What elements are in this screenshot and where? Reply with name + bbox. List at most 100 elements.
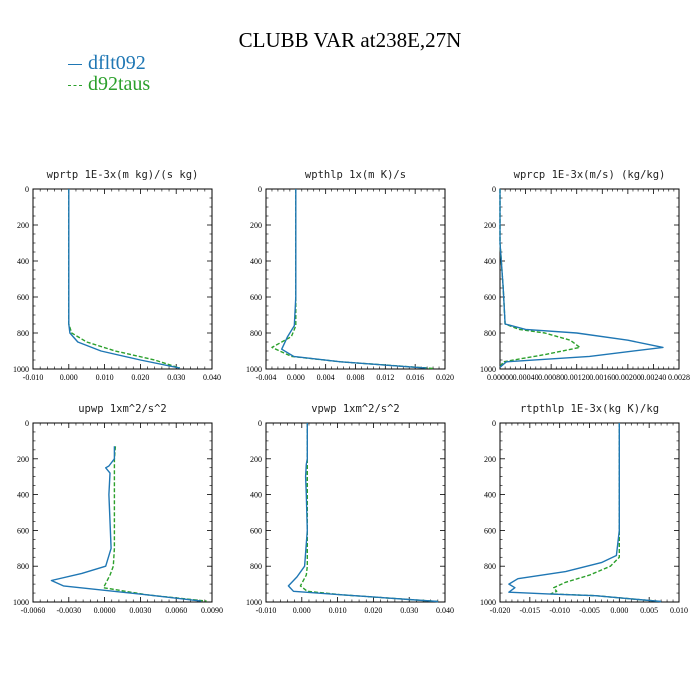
x-tick-label: 0.020 xyxy=(364,606,382,615)
y-tick-label: 400 xyxy=(17,257,29,266)
y-tick-label: 400 xyxy=(484,257,496,266)
x-tick-label: 0.000 xyxy=(60,373,78,382)
legend-label: dflt092 xyxy=(88,52,146,74)
series-line-dflt092 xyxy=(281,189,427,369)
y-tick-label: 200 xyxy=(484,221,496,230)
series-line-dflt092 xyxy=(499,189,664,368)
y-tick-label: 200 xyxy=(250,455,262,464)
x-tick-label: 0.030 xyxy=(167,373,185,382)
x-tick-label: 0.000 xyxy=(610,606,628,615)
x-tick-label: 0.000 xyxy=(287,373,305,382)
x-tick-label: 0.010 xyxy=(96,373,114,382)
y-tick-label: 600 xyxy=(484,293,496,302)
plot-frame xyxy=(265,188,446,370)
series-line-d92taus xyxy=(499,189,581,368)
series-line-d92taus xyxy=(102,446,207,602)
x-tick-label: 0.00080 xyxy=(538,373,564,382)
x-tick-label: 0.000 xyxy=(293,606,311,615)
y-tick-label: 800 xyxy=(17,329,29,338)
y-tick-label: 0 xyxy=(492,419,496,428)
legend-entry-d92taus: d92taus xyxy=(68,73,150,96)
y-tick-label: 600 xyxy=(484,526,496,535)
y-tick-label: 400 xyxy=(250,491,262,500)
x-tick-label: 0.0090 xyxy=(201,606,223,615)
x-tick-label: -0.010 xyxy=(23,373,44,382)
x-tick-label: 0.012 xyxy=(376,373,394,382)
y-tick-label: 400 xyxy=(17,491,29,500)
legend-swatch xyxy=(68,63,82,65)
y-tick-label: 600 xyxy=(250,293,262,302)
subplot-title: wpthlp 1x(m K)/s xyxy=(305,169,406,181)
y-tick-label: 1000 xyxy=(246,598,262,607)
y-tick-label: 800 xyxy=(250,329,262,338)
subplot-6: rtpthlp 1E-3x(kg K)/kg -0.020 -0.015 -0.010… xyxy=(480,403,688,615)
x-tick-label: -0.0060 xyxy=(21,606,46,615)
series-line-dflt092 xyxy=(50,446,202,602)
x-tick-label: -0.015 xyxy=(519,606,540,615)
plot-frame xyxy=(32,422,213,603)
x-tick-label: 0.00040 xyxy=(513,373,539,382)
y-tick-label: 1000 xyxy=(13,598,29,607)
y-tick-label: 1000 xyxy=(246,365,262,374)
x-tick-label: 0.020 xyxy=(436,373,454,382)
y-tick-label: 0 xyxy=(25,419,29,428)
x-tick-label: -0.010 xyxy=(256,606,277,615)
x-tick-label: 0.008 xyxy=(347,373,365,382)
subplot-3: wprcp 1E-3x(m/s) (kg/kg)0.00000 0.00040 0.… xyxy=(480,169,690,382)
x-tick-label: -0.0030 xyxy=(56,606,81,615)
y-tick-label: 1000 xyxy=(480,598,496,607)
subplot-title: upwp 1xm^2/s^2 xyxy=(78,403,167,415)
plot-frame xyxy=(265,422,446,603)
x-tick-label: 0.004 xyxy=(317,373,335,382)
series-line-d92taus xyxy=(68,189,181,369)
plot-frame xyxy=(499,188,680,370)
x-tick-label: 0.0000 xyxy=(94,606,116,615)
x-tick-label: -0.005 xyxy=(579,606,600,615)
subplot-title: rtpthlp 1E-3x(kg K)/kg xyxy=(520,403,659,415)
x-tick-label: 0.00000 xyxy=(487,373,513,382)
x-tick-label: 0.0030 xyxy=(129,606,151,615)
series-line-d92taus xyxy=(299,423,439,603)
x-tick-label: 0.0028 xyxy=(668,373,690,382)
x-tick-label: 0.010 xyxy=(329,606,347,615)
y-tick-label: 0 xyxy=(25,185,29,194)
x-tick-label: 0.005 xyxy=(640,606,658,615)
x-tick-label: 0.040 xyxy=(203,373,221,382)
legend-swatch xyxy=(68,84,82,86)
x-tick-label: 0.00120 xyxy=(564,373,590,382)
y-tick-label: 200 xyxy=(17,221,29,230)
figure-title: CLUBB VAR at238E,27N xyxy=(238,28,462,52)
subplot-5: vpwp 1xm^2/s^2 -0.010 0.000 0.010 0.020 0.030… xyxy=(246,403,454,615)
y-tick-label: 800 xyxy=(17,562,29,571)
y-tick-label: 800 xyxy=(484,562,496,571)
subplot-title: vpwp 1xm^2/s^2 xyxy=(311,403,400,415)
subplot-title: wprtp 1E-3x(m kg)/(s kg) xyxy=(47,169,199,181)
series-line-d92taus xyxy=(550,423,662,603)
x-tick-label: -0.004 xyxy=(256,373,277,382)
y-tick-label: 600 xyxy=(17,293,29,302)
y-tick-label: 0 xyxy=(492,185,496,194)
y-tick-label: 200 xyxy=(250,221,262,230)
x-tick-label: 0.016 xyxy=(406,373,424,382)
series-line-dflt092 xyxy=(68,189,180,369)
x-tick-label: 0.030 xyxy=(400,606,418,615)
series-line-dflt092 xyxy=(508,423,662,603)
y-tick-label: 200 xyxy=(484,455,496,464)
y-tick-label: 0 xyxy=(258,419,262,428)
y-tick-label: 1000 xyxy=(13,365,29,374)
y-tick-label: 800 xyxy=(484,329,496,338)
y-tick-label: 0 xyxy=(258,185,262,194)
subplot-2: wpthlp 1x(m K)/s -0.004 0.000 0.004 0.008 0.0… xyxy=(246,169,454,382)
x-tick-label: 0.010 xyxy=(670,606,688,615)
x-tick-label: 0.00240 xyxy=(640,373,666,382)
y-tick-label: 1000 xyxy=(480,365,496,374)
y-tick-label: 400 xyxy=(250,257,262,266)
subplot-4: upwp 1xm^2/s^2 -0.0060 -0.0030 0.0000 0.0030… xyxy=(13,403,223,615)
legend-entry-dflt092: dflt092 xyxy=(68,52,146,75)
legend-label: d92taus xyxy=(88,73,151,95)
series-line-dflt092 xyxy=(287,423,439,603)
x-tick-label: 0.00200 xyxy=(615,373,641,382)
y-tick-label: 600 xyxy=(250,526,262,535)
